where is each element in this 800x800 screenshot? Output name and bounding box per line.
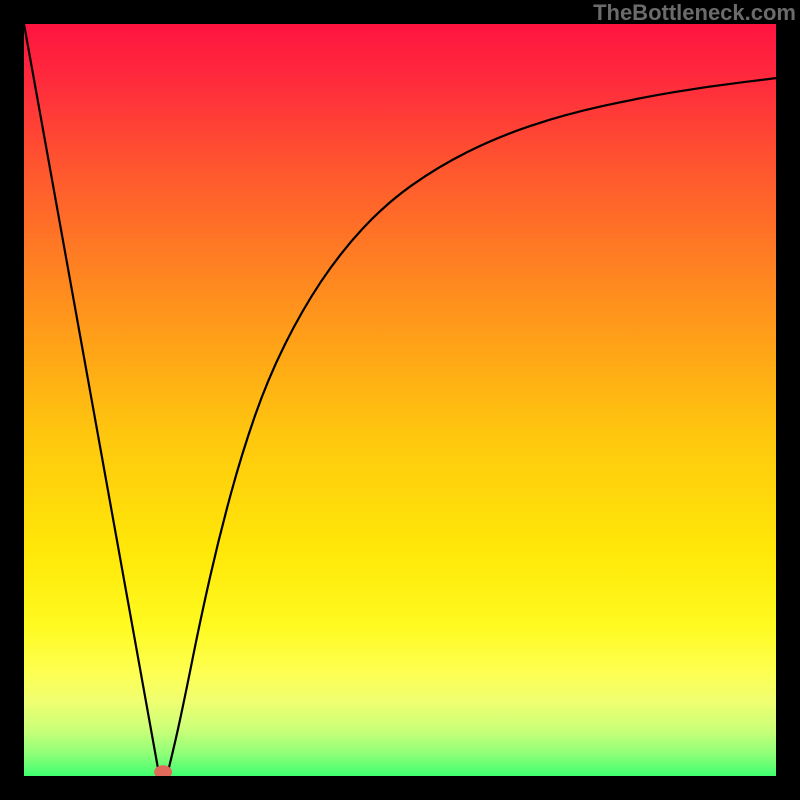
chart-container: TheBottleneck.com	[0, 0, 800, 800]
plot-area	[24, 24, 776, 776]
curve	[24, 24, 776, 776]
watermark: TheBottleneck.com	[593, 0, 796, 26]
